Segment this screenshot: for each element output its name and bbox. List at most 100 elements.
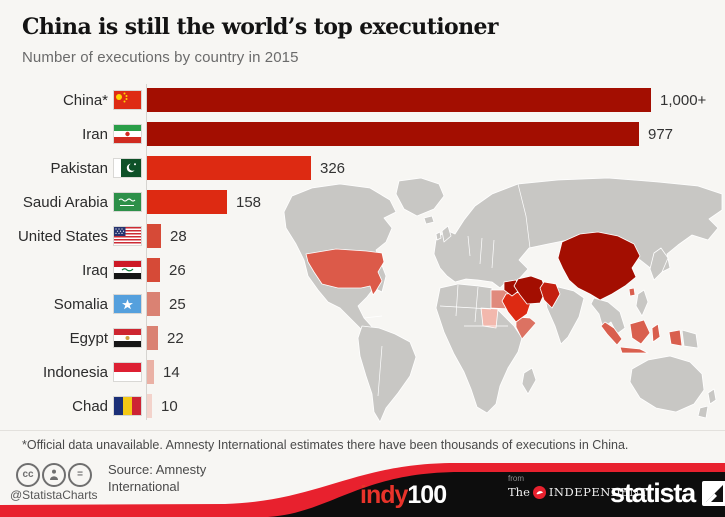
map-new-zealand-south: [697, 405, 709, 419]
country-label: Somalia: [53, 295, 108, 313]
bar-indonesia: [147, 360, 154, 384]
map-border-line: [439, 284, 508, 327]
chart-row: Indonesia 14: [0, 360, 725, 384]
bar-china: [147, 88, 651, 112]
bar-wrap: 1,000+: [147, 88, 725, 112]
map-japan: [649, 247, 669, 281]
map-south-america: [357, 325, 417, 423]
chart-row: Somalia 25: [0, 292, 725, 316]
country-label: Saudi Arabia: [22, 193, 108, 211]
independent-logo[interactable]: from The INDEPENDENT: [508, 474, 648, 499]
chart-row: Iraq 26: [0, 258, 725, 282]
source-credit: Source: Amnesty International: [108, 461, 206, 495]
bar-wrap: 28: [147, 224, 725, 248]
map-greenland: [395, 177, 445, 217]
cc-icon: cc: [16, 463, 40, 487]
bar-wrap: 977: [147, 122, 725, 146]
map-taiwan: [628, 287, 636, 297]
statista-charts-handle[interactable]: @StatistaCharts: [10, 488, 98, 502]
bar-iran: [147, 122, 639, 146]
bar-united-states: [147, 224, 161, 248]
chart-row: Pakistan 326: [0, 156, 725, 180]
bar-iraq: [147, 258, 160, 282]
bar-wrap: 26: [147, 258, 725, 282]
map-chad: [480, 307, 499, 329]
chart-axis-line: [146, 84, 147, 420]
map-iran: [513, 275, 547, 305]
independent-from-label: from: [508, 474, 524, 483]
chart-row: United States 28: [0, 224, 725, 248]
bar-wrap: 158: [147, 190, 725, 214]
map-uk: [441, 225, 452, 243]
country-label: Chad: [72, 397, 108, 415]
footer-banner: [0, 463, 725, 517]
bar-value-label: 10: [161, 397, 178, 415]
map-indonesia-sumatra: [600, 321, 623, 346]
footer-divider: [0, 430, 725, 431]
source-line: International: [108, 479, 180, 494]
bar-value-label: 1,000+: [660, 91, 707, 109]
united-states-flag-icon: [114, 227, 141, 245]
map-indonesia-papua: [668, 329, 683, 347]
chart-row: Egypt 22: [0, 326, 725, 350]
bar-pakistan: [147, 156, 311, 180]
indy100-logo-indy: indy: [360, 481, 408, 509]
chart-row: Chad 10: [0, 394, 725, 418]
map-indonesia-borneo: [629, 319, 651, 345]
world-map: [283, 177, 723, 423]
bar-value-label: 22: [167, 329, 184, 347]
map-pakistan: [539, 281, 561, 309]
egypt-flag-icon: [114, 329, 141, 347]
bar-saudi-arabia: [147, 190, 227, 214]
map-indonesia-sulawesi: [651, 323, 661, 343]
map-united-states: [305, 248, 385, 296]
independent-name-label: INDEPENDENT: [548, 485, 649, 499]
bar-wrap: 14: [147, 360, 725, 384]
map-china: [557, 231, 641, 301]
somalia-flag-icon: [114, 295, 141, 313]
country-label: Iran: [82, 125, 108, 143]
bar-wrap: 10: [147, 394, 725, 418]
pakistan-flag-icon: [114, 159, 141, 177]
indy100-logo-num: 100: [407, 481, 447, 509]
iran-flag-icon: [114, 125, 141, 143]
bar-value-label: 25: [169, 295, 186, 313]
chad-flag-icon: [114, 397, 141, 415]
chart-row: China* 1,000+: [0, 88, 725, 112]
bar-value-label: 977: [648, 125, 674, 143]
footnote: *Official data unavailable. Amnesty Inte…: [22, 438, 629, 452]
statista-logo-icon: [701, 481, 725, 506]
statista-logo[interactable]: statista: [610, 478, 725, 509]
chart-row: Iran 977: [0, 122, 725, 146]
map-iceland: [423, 215, 435, 225]
attribution-icon: [42, 463, 66, 487]
source-line: Source: Amnesty: [108, 462, 207, 477]
bar-wrap: 25: [147, 292, 725, 316]
map-ireland: [435, 231, 442, 241]
bar-value-label: 26: [169, 261, 186, 279]
saudi-arabia-flag-icon: [114, 193, 141, 211]
no-derivatives-icon: =: [68, 463, 92, 487]
map-papua-new-guinea: [681, 329, 699, 349]
map-somalia: [515, 316, 537, 340]
map-eurasia: [433, 177, 723, 289]
country-label: Iraq: [82, 261, 108, 279]
independent-bird-icon: [532, 485, 546, 499]
bar-value-label: 158: [236, 193, 262, 211]
bar-wrap: 22: [147, 326, 725, 350]
china-flag-icon: [114, 91, 141, 109]
iraq-flag-icon: [114, 261, 141, 279]
indy100-logo[interactable]: indy100: [360, 481, 447, 510]
bar-chad: [147, 394, 152, 418]
country-label: Egypt: [69, 329, 108, 347]
map-indonesia-java: [619, 346, 649, 354]
map-philippines: [635, 289, 649, 317]
bar-value-label: 14: [163, 363, 180, 381]
country-label: Pakistan: [50, 159, 108, 177]
country-label: China*: [62, 91, 108, 109]
bar-value-label: 28: [170, 227, 187, 245]
bar-wrap: 326: [147, 156, 725, 180]
indonesia-flag-icon: [114, 363, 141, 381]
independent-the-label: The: [508, 485, 530, 499]
